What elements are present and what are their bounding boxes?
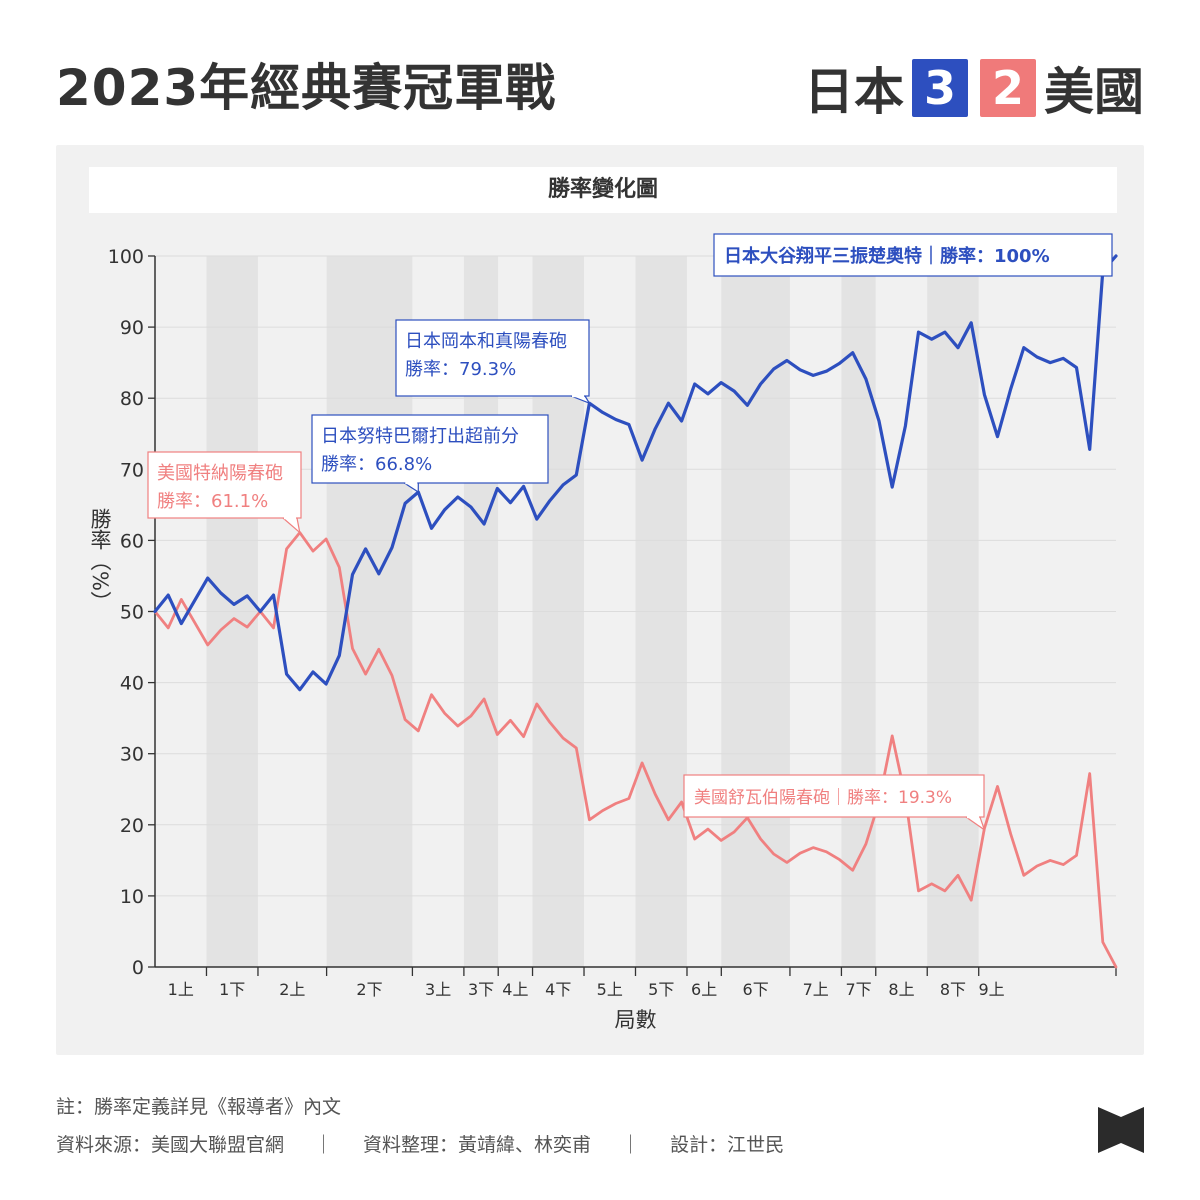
footer-credits: 資料來源：美國大聯盟官網 ｜ 資料整理：黃靖緯、林奕甫 ｜ 設計：江世民 [56,1130,784,1157]
y-tick-label: 90 [120,317,144,339]
y-tick-label: 50 [120,602,144,624]
callout-box [311,414,549,484]
x-tick-label: 2上 [279,980,305,999]
chart-title: 勝率變化圖 [89,167,1117,213]
y-tick-label: 20 [120,815,144,837]
callout-pointer [965,816,986,832]
team-b-name: 美國 [1044,63,1144,121]
footer-note: 註：勝率定義詳見《報導者》內文 [56,1096,342,1118]
team-a-name: 日本 [804,63,904,121]
y-tick-label: 80 [120,388,144,410]
x-tick-label: 3上 [425,980,451,999]
page-title: 2023年經典賽冠軍戰 [56,59,557,117]
x-tick-label: 2下 [356,980,382,999]
y-tick-label: 30 [120,744,144,766]
callout-box [683,774,985,818]
callout-value: 勝率：66.8% [321,454,432,475]
x-tick-label: 8下 [940,980,966,999]
callout-pointer [282,517,301,535]
y-axis-label: 勝率（%） [88,508,112,612]
y-tick-label: 10 [120,886,144,908]
x-tick-label: 9上 [978,980,1004,999]
x-tick-label: 8上 [888,980,914,999]
y-tick-label: 100 [108,246,144,268]
callout-title: 日本努特巴爾打出超前分 [321,426,519,447]
y-tick-label: 60 [120,530,144,552]
x-tick-label: 1上 [168,980,194,999]
annotation-callout: 美國舒瓦伯陽春砲｜勝率：19.3% [683,774,986,832]
x-tick-label: 7上 [803,980,829,999]
callout-value: 勝率：79.3% [405,359,516,380]
callout-title: 美國特納陽春砲 [157,463,283,484]
callout-title: 美國舒瓦伯陽春砲｜勝率：19.3% [694,788,952,808]
footer-separator: ｜ [621,1134,641,1156]
x-tick-label: 5上 [597,980,623,999]
callout-pointer [570,395,591,405]
x-tick-label: 1下 [219,980,245,999]
score-b-badge: 2 [980,59,1036,117]
footer-separator: ｜ [314,1134,334,1156]
x-tick-label: 6上 [691,980,717,999]
footer-source: 資料來源：美國大聯盟官網 [56,1134,285,1156]
x-tick-label: 3下 [468,980,494,999]
x-tick-label: 4上 [502,980,528,999]
score-a-badge: 3 [912,59,968,117]
callout-box [395,319,590,397]
callout-title: 日本大谷翔平三振楚奧特｜勝率：100% [724,245,1050,267]
japan-win-line [153,254,1118,692]
callout-box [147,451,302,519]
y-tick-label: 40 [120,673,144,695]
usa-win-line [153,531,1118,969]
x-tick-label: 5下 [648,980,674,999]
callout-pointer [403,482,419,494]
y-tick-label: 70 [120,459,144,481]
footer-design: 設計：江世民 [670,1134,785,1156]
x-tick-label: 4下 [545,980,571,999]
annotation-callout: 日本大谷翔平三振楚奧特｜勝率：100% [713,233,1113,277]
final-score: 日本 3 2 美國 [804,52,1144,124]
callout-value: 勝率：61.1% [157,491,268,512]
x-tick-label: 7下 [845,980,871,999]
callout-box [713,233,1113,277]
footer-compiled: 資料整理：黃靖緯、林奕甫 [363,1134,592,1156]
x-tick-label: 6下 [743,980,769,999]
y-tick-label: 0 [132,957,144,979]
bowtie-logo-icon [1098,1107,1144,1153]
x-axis-label: 局數 [615,1008,657,1032]
callout-title: 日本岡本和真陽春砲 [405,331,567,352]
